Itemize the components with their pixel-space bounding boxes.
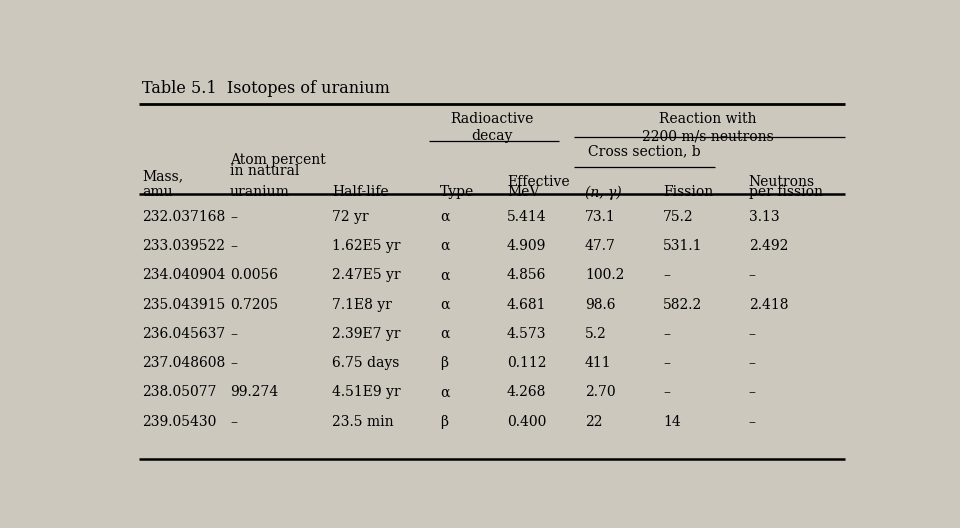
- Text: 98.6: 98.6: [585, 298, 615, 312]
- Text: –: –: [749, 327, 756, 341]
- Text: Table 5.1  Isotopes of uranium: Table 5.1 Isotopes of uranium: [142, 80, 390, 97]
- Text: Mass,: Mass,: [142, 169, 183, 183]
- Text: MeV: MeV: [507, 185, 540, 200]
- Text: 2.492: 2.492: [749, 239, 788, 253]
- Text: 75.2: 75.2: [663, 210, 694, 224]
- Text: (n, γ): (n, γ): [585, 185, 622, 200]
- Text: per fission: per fission: [749, 185, 823, 200]
- Text: –: –: [230, 327, 237, 341]
- Text: α: α: [440, 327, 449, 341]
- Text: Neutrons: Neutrons: [749, 175, 815, 189]
- Text: α: α: [440, 268, 449, 282]
- Text: 14: 14: [663, 414, 681, 429]
- Text: Fission: Fission: [663, 185, 713, 200]
- Text: 239.05430: 239.05430: [142, 414, 217, 429]
- Text: 233.039522: 233.039522: [142, 239, 226, 253]
- Text: –: –: [230, 414, 237, 429]
- Text: 237.048608: 237.048608: [142, 356, 226, 370]
- Text: Half-life: Half-life: [332, 185, 389, 200]
- Text: –: –: [230, 210, 237, 224]
- Text: 5.2: 5.2: [585, 327, 607, 341]
- Text: 22: 22: [585, 414, 603, 429]
- Text: α: α: [440, 210, 449, 224]
- Text: 4.856: 4.856: [507, 268, 546, 282]
- Text: β: β: [440, 414, 448, 429]
- Text: –: –: [230, 356, 237, 370]
- Text: β: β: [440, 356, 448, 370]
- Text: 531.1: 531.1: [663, 239, 703, 253]
- Text: 236.045637: 236.045637: [142, 327, 226, 341]
- Text: 238.05077: 238.05077: [142, 385, 217, 399]
- Text: 235.043915: 235.043915: [142, 298, 226, 312]
- Text: 4.51E9 yr: 4.51E9 yr: [332, 385, 400, 399]
- Text: 100.2: 100.2: [585, 268, 624, 282]
- Text: 1.62E5 yr: 1.62E5 yr: [332, 239, 400, 253]
- Text: 2.418: 2.418: [749, 298, 788, 312]
- Text: amu: amu: [142, 185, 173, 200]
- Text: 7.1E8 yr: 7.1E8 yr: [332, 298, 392, 312]
- Text: 2.39E7 yr: 2.39E7 yr: [332, 327, 400, 341]
- Text: 2.47E5 yr: 2.47E5 yr: [332, 268, 400, 282]
- Text: 3.13: 3.13: [749, 210, 780, 224]
- Text: Type: Type: [440, 185, 474, 200]
- Text: 411: 411: [585, 356, 612, 370]
- Text: 0.112: 0.112: [507, 356, 546, 370]
- Text: 234.040904: 234.040904: [142, 268, 226, 282]
- Text: –: –: [749, 268, 756, 282]
- Text: –: –: [663, 356, 670, 370]
- Text: 4.573: 4.573: [507, 327, 546, 341]
- Text: 2.70: 2.70: [585, 385, 615, 399]
- Text: 99.274: 99.274: [230, 385, 278, 399]
- Text: 72 yr: 72 yr: [332, 210, 369, 224]
- Text: 47.7: 47.7: [585, 239, 616, 253]
- Text: –: –: [749, 414, 756, 429]
- Text: α: α: [440, 385, 449, 399]
- Text: Reaction with
2200 m/s neutrons: Reaction with 2200 m/s neutrons: [642, 112, 774, 144]
- Text: 4.909: 4.909: [507, 239, 546, 253]
- Text: 4.268: 4.268: [507, 385, 546, 399]
- Text: 232.037168: 232.037168: [142, 210, 226, 224]
- Text: 23.5 min: 23.5 min: [332, 414, 394, 429]
- Text: –: –: [749, 356, 756, 370]
- Text: α: α: [440, 239, 449, 253]
- Text: Atom percent: Atom percent: [230, 153, 325, 167]
- Text: 4.681: 4.681: [507, 298, 546, 312]
- Text: 0.7205: 0.7205: [230, 298, 278, 312]
- Text: –: –: [663, 327, 670, 341]
- Text: α: α: [440, 298, 449, 312]
- Text: Effective: Effective: [507, 175, 569, 189]
- Text: 0.400: 0.400: [507, 414, 546, 429]
- Text: –: –: [663, 268, 670, 282]
- Text: –: –: [230, 239, 237, 253]
- Text: in natural: in natural: [230, 164, 300, 178]
- Text: 5.414: 5.414: [507, 210, 546, 224]
- Text: uranium: uranium: [230, 185, 290, 200]
- Text: –: –: [749, 385, 756, 399]
- Text: 0.0056: 0.0056: [230, 268, 278, 282]
- Text: 582.2: 582.2: [663, 298, 703, 312]
- Text: Cross section, b: Cross section, b: [588, 145, 701, 159]
- Text: –: –: [663, 385, 670, 399]
- Text: 6.75 days: 6.75 days: [332, 356, 399, 370]
- Text: 73.1: 73.1: [585, 210, 615, 224]
- Text: Radioactive
decay: Radioactive decay: [450, 112, 534, 144]
